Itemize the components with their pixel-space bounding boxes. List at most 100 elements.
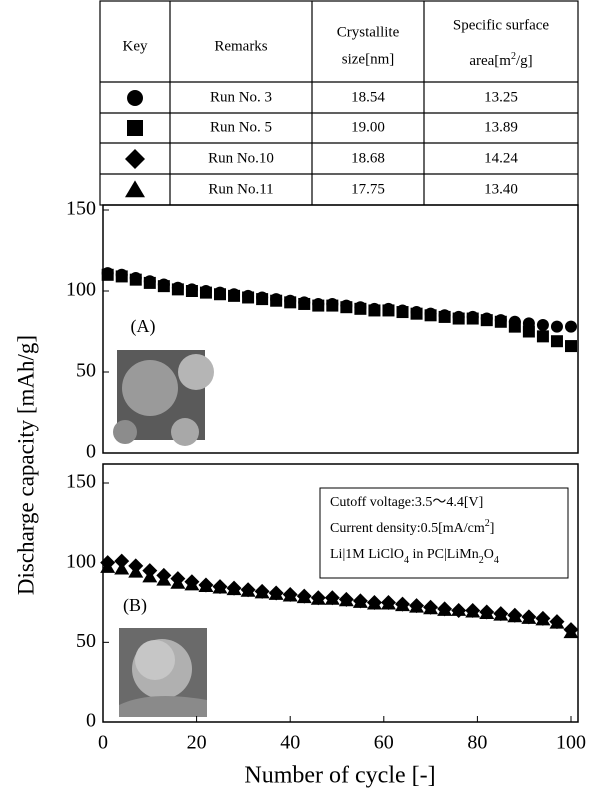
text-segment: 4 (404, 555, 409, 566)
point (214, 288, 226, 301)
point (100, 560, 116, 573)
x-tick-label: 40 (280, 732, 300, 754)
annotation-line: Current density:0.5[mA/cm2] (330, 518, 494, 536)
y-tick-label: 150 (66, 471, 96, 493)
point (242, 291, 255, 304)
text-segment: 2 (479, 555, 484, 566)
cell-area: 14.24 (484, 150, 518, 166)
point (366, 596, 382, 610)
point (326, 299, 339, 312)
cell-size: 17.75 (351, 181, 385, 197)
text-segment: 2 (511, 51, 516, 62)
point (424, 309, 437, 322)
cell-area: 13.40 (484, 181, 518, 197)
point (114, 561, 130, 575)
point (129, 273, 142, 286)
text-segment: Li|1M LiClO (330, 547, 404, 562)
text-segment: 4 (494, 555, 499, 566)
point (479, 606, 495, 620)
point (395, 598, 411, 612)
point (226, 582, 242, 596)
point (324, 592, 340, 605)
cell-remarks: Run No.10 (208, 150, 274, 166)
point (410, 307, 423, 320)
y-tick-label: 0 (86, 441, 96, 463)
point (240, 584, 256, 597)
point (171, 283, 184, 296)
point (270, 294, 283, 307)
y-tick-label: 50 (76, 360, 96, 382)
cell-area: 13.25 (484, 89, 518, 105)
y-tick-label: 50 (76, 630, 96, 652)
panel-frame (102, 463, 579, 723)
point (157, 280, 170, 293)
point (549, 616, 565, 629)
point (268, 587, 284, 600)
y-axis-label: Discharge capacity [mAh/g] (13, 335, 38, 595)
point (284, 296, 297, 309)
x-tick-label: 0 (98, 732, 108, 754)
point (101, 268, 114, 281)
point (522, 325, 535, 338)
point (298, 297, 311, 310)
cell-size: 18.68 (351, 150, 385, 166)
point (452, 312, 465, 325)
key-marker (127, 120, 143, 136)
point (550, 335, 563, 348)
x-tick-label: 100 (556, 732, 586, 754)
point (535, 612, 551, 626)
panel-frame (102, 204, 579, 454)
point (338, 593, 354, 607)
point (184, 577, 200, 591)
point (310, 592, 326, 605)
sem-image (119, 628, 207, 717)
point (114, 553, 130, 569)
x-axis-label: Number of cycle [-] (244, 763, 435, 789)
point (382, 304, 395, 317)
header-size: size[nm] (342, 51, 394, 67)
point (438, 310, 451, 323)
x-tick-label: 80 (467, 732, 487, 754)
panel-label: (A) (131, 316, 156, 337)
y-tick-label: 100 (66, 279, 96, 301)
point (368, 304, 381, 317)
cell-remarks: Run No. 3 (210, 89, 272, 105)
point (565, 340, 577, 353)
text-segment: Cutoff voltage:3.5～4.4[V] (330, 495, 483, 510)
point (521, 611, 537, 624)
point (198, 579, 214, 592)
point (565, 320, 577, 333)
annotation-line: Cutoff voltage:3.5～4.4[V] (330, 495, 483, 510)
point (156, 572, 172, 586)
point (254, 585, 270, 599)
point (437, 603, 453, 616)
point (536, 330, 549, 343)
x-tick-label: 20 (187, 732, 207, 754)
point (115, 270, 128, 283)
point (465, 604, 481, 618)
point (480, 314, 493, 327)
point (409, 600, 425, 613)
point (143, 276, 156, 289)
cell-remarks: Run No. 5 (210, 119, 272, 135)
cell-remarks: Run No.11 (208, 181, 273, 197)
point (550, 320, 563, 333)
x-tick-label: 60 (374, 732, 394, 754)
point (354, 302, 367, 315)
text-segment: /g] (516, 53, 533, 69)
header-area: Specific surface (453, 17, 550, 33)
key-marker (125, 180, 145, 198)
text-segment: area[m (469, 53, 511, 69)
cell-size: 18.54 (351, 89, 385, 105)
cell-size: 19.00 (351, 119, 385, 135)
point (228, 289, 241, 302)
header-key: Key (123, 38, 148, 54)
point (352, 595, 368, 608)
text-segment: O (484, 547, 494, 562)
point (142, 569, 158, 583)
point (493, 608, 509, 621)
cell-area: 13.89 (484, 119, 518, 135)
point (340, 301, 353, 314)
point (508, 320, 521, 333)
